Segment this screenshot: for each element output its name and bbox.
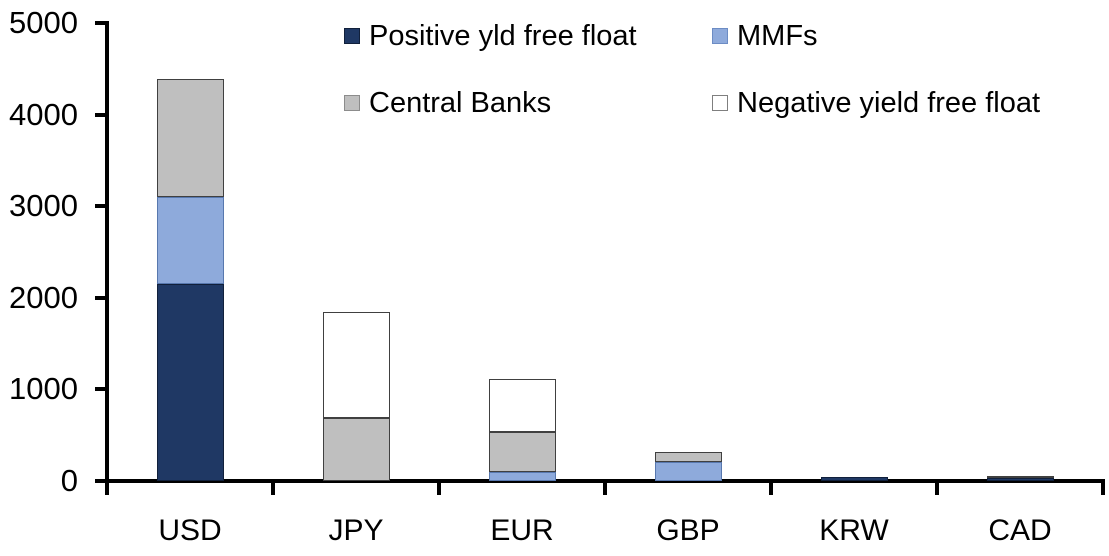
y-tick	[95, 479, 107, 483]
legend-item-mmfs: MMFs	[712, 16, 1040, 56]
y-tick-label-1000: 1000	[9, 371, 78, 407]
y-tick	[95, 21, 107, 25]
legend-label-positive-yld-free-float: Positive yld free float	[369, 20, 637, 52]
legend-item-negative-yield-free-float: Negative yield free float	[712, 83, 1040, 123]
x-tick	[105, 481, 109, 495]
y-tick-label-0: 0	[60, 463, 78, 498]
y-tick	[95, 387, 107, 392]
bar-slot-eur	[439, 23, 605, 481]
x-tick	[603, 481, 607, 495]
bar-usd	[156, 78, 224, 481]
bar-eur	[488, 379, 556, 481]
segment-jpy-central-banks	[322, 417, 390, 481]
y-tick	[95, 112, 107, 117]
plot-area	[107, 23, 1103, 481]
bar-slot-usd	[107, 23, 273, 481]
x-label-gbp: GBP	[656, 514, 720, 547]
x-label-eur: EUR	[490, 514, 554, 547]
segment-gbp-mmfs	[654, 461, 722, 481]
segment-usd-central-banks	[156, 78, 224, 198]
y-axis-line	[105, 21, 109, 483]
x-label-cad: CAD	[988, 514, 1052, 547]
x-label-usd: USD	[158, 514, 222, 547]
bar-krw	[820, 476, 888, 481]
y-tick-label-2000: 2000	[9, 279, 78, 315]
x-label-jpy: JPY	[328, 514, 384, 547]
legend-swatch-central-banks-icon	[344, 95, 360, 111]
legend: Positive yld free float MMFs Central Banks…	[344, 16, 1040, 123]
y-tick-label-4000: 4000	[9, 96, 78, 132]
segment-usd-positive-yld-free-float	[156, 284, 224, 481]
bar-slot-krw	[771, 23, 937, 481]
legend-label-mmfs: MMFs	[737, 20, 818, 52]
x-tick	[271, 481, 275, 495]
legend-label-central-banks: Central Banks	[369, 87, 552, 119]
x-tick	[935, 481, 939, 495]
x-tick	[1101, 481, 1105, 495]
x-tick	[769, 481, 773, 495]
y-tick	[95, 204, 107, 209]
legend-item-central-banks: Central Banks	[344, 83, 712, 123]
bar-cad	[986, 475, 1054, 481]
bar-jpy	[322, 311, 390, 481]
x-tick	[437, 481, 441, 495]
segment-eur-central-banks	[488, 431, 556, 472]
segment-jpy-negative-yield-free-float	[322, 311, 390, 418]
segment-cad-positive-yld-free-float	[986, 478, 1054, 481]
legend-swatch-mmfs-icon	[712, 28, 728, 44]
bar-slot-cad	[937, 23, 1103, 481]
bar-gbp	[654, 451, 722, 481]
legend-label-negative-yield-free-float: Negative yield free float	[737, 87, 1041, 119]
y-tick	[95, 295, 107, 300]
bar-slot-jpy	[273, 23, 439, 481]
legend-item-positive-yld-free-float: Positive yld free float	[344, 16, 712, 56]
y-tick-label-5000: 5000	[9, 5, 78, 40]
legend-swatch-positive-yld-free-float-icon	[344, 28, 360, 44]
legend-swatch-negative-yield-free-float-icon	[712, 95, 728, 111]
x-label-krw: KRW	[819, 514, 889, 547]
y-tick-label-3000: 3000	[9, 188, 78, 224]
segment-eur-negative-yield-free-float	[488, 379, 556, 432]
bar-slot-gbp	[605, 23, 771, 481]
segment-gbp-central-banks	[654, 451, 722, 462]
segment-usd-mmfs	[156, 197, 224, 285]
segment-krw-positive-yld-free-float	[820, 476, 888, 481]
segment-cad-central-banks	[986, 475, 1054, 479]
segment-eur-mmfs	[488, 471, 556, 481]
